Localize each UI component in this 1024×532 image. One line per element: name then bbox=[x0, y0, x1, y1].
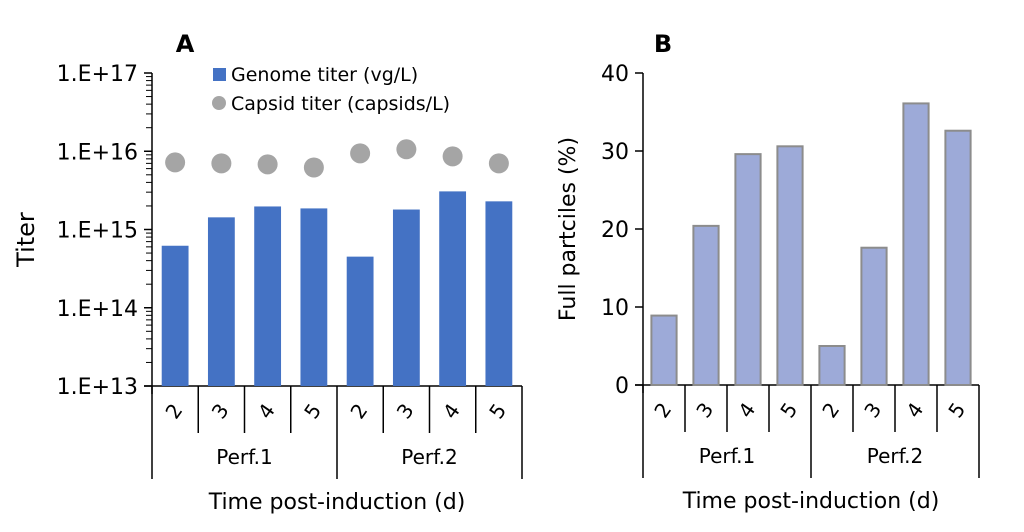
a-x-tick-label: 5 bbox=[299, 399, 326, 423]
b-bar-full-particles bbox=[818, 345, 846, 386]
b-x-tick-label: 3 bbox=[691, 398, 718, 422]
b-bar-full-particles bbox=[734, 153, 762, 386]
a-point-capsid-titer bbox=[350, 143, 371, 164]
b-x-tick-label: 5 bbox=[943, 398, 970, 422]
a-x-tick-label: 4 bbox=[438, 399, 465, 423]
a-legend-swatch-capsid bbox=[212, 96, 226, 110]
a-bar-genome-titer bbox=[254, 206, 282, 386]
a-y-axis-title: Titer bbox=[12, 212, 40, 268]
b-x-axis-title: Time post-induction (d) bbox=[682, 489, 940, 514]
b-bar-full-particles bbox=[902, 102, 930, 386]
a-point-capsid-titer bbox=[257, 154, 278, 175]
b-group-label: Perf.2 bbox=[867, 444, 924, 468]
a-x-tick-label: 2 bbox=[160, 399, 187, 423]
a-legend-label-genome: Genome titer (vg/L) bbox=[231, 64, 418, 86]
b-y-axis-title: Full partciles (%) bbox=[556, 137, 581, 321]
a-group-label: Perf.1 bbox=[216, 445, 273, 469]
a-x-tick-label: 2 bbox=[345, 399, 372, 423]
b-bar-full-particles bbox=[860, 246, 888, 386]
a-point-capsid-titer bbox=[488, 153, 509, 174]
a-legend-swatch-genome bbox=[213, 68, 226, 81]
b-y-tick-label: 20 bbox=[601, 218, 629, 243]
a-bar-genome-titer bbox=[439, 191, 467, 386]
b-y-tick-label: 40 bbox=[601, 62, 629, 87]
panel-label-b: B bbox=[654, 30, 672, 58]
a-x-tick-label: 3 bbox=[207, 399, 234, 423]
b-bar-full-particles bbox=[692, 224, 720, 386]
a-y-tick-label: 1.E+16 bbox=[57, 140, 138, 165]
b-x-tick-label: 4 bbox=[733, 398, 760, 422]
a-point-capsid-titer bbox=[303, 157, 324, 178]
a-point-capsid-titer bbox=[211, 153, 232, 174]
b-y-tick-label: 30 bbox=[601, 140, 629, 165]
b-x-tick-label: 2 bbox=[649, 398, 676, 422]
b-x-tick-label: 2 bbox=[817, 398, 844, 422]
a-y-tick-label: 1.E+15 bbox=[57, 219, 138, 244]
b-bar-full-particles bbox=[944, 129, 972, 386]
a-x-tick-label: 5 bbox=[484, 399, 511, 423]
b-x-tick-label: 5 bbox=[775, 398, 802, 422]
a-bar-genome-titer bbox=[207, 217, 235, 386]
a-point-capsid-titer bbox=[396, 139, 417, 160]
a-bar-genome-titer bbox=[392, 209, 420, 386]
a-bar-genome-titer bbox=[300, 208, 328, 386]
a-bar-genome-titer bbox=[346, 256, 374, 386]
a-x-tick-label: 4 bbox=[253, 399, 280, 423]
b-bar-full-particles bbox=[776, 145, 804, 386]
b-x-tick-label: 4 bbox=[901, 398, 928, 422]
a-x-axis-title: Time post-induction (d) bbox=[208, 490, 466, 515]
b-group-label: Perf.1 bbox=[699, 444, 756, 468]
b-x-tick-label: 3 bbox=[859, 398, 886, 422]
a-point-capsid-titer bbox=[165, 152, 186, 173]
b-y-tick-label: 10 bbox=[601, 296, 629, 321]
a-y-tick-label: 1.E+14 bbox=[57, 297, 138, 322]
a-bar-genome-titer bbox=[161, 245, 189, 386]
a-y-tick-label: 1.E+17 bbox=[57, 62, 138, 87]
panel-label-a: A bbox=[176, 30, 195, 58]
b-bar-full-particles bbox=[650, 314, 678, 386]
a-legend-label-capsid: Capsid titer (capsids/L) bbox=[231, 93, 450, 115]
b-y-tick-label: 0 bbox=[615, 374, 629, 399]
a-x-tick-label: 3 bbox=[392, 399, 419, 423]
a-y-tick-label: 1.E+13 bbox=[57, 375, 138, 400]
a-group-label: Perf.2 bbox=[401, 445, 458, 469]
a-bar-genome-titer bbox=[485, 201, 513, 386]
a-point-capsid-titer bbox=[442, 146, 463, 167]
